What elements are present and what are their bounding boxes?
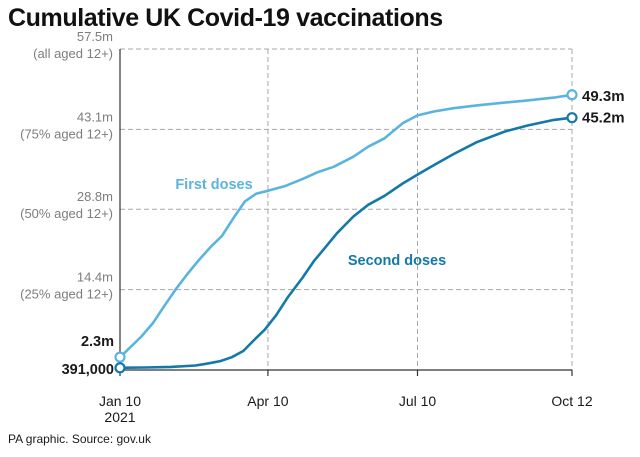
series-end-marker bbox=[566, 112, 578, 124]
x-tick-label: Oct 12 bbox=[551, 393, 592, 409]
series-start-marker bbox=[114, 362, 126, 374]
y-tick-sublabel: (50% aged 12+) bbox=[20, 206, 113, 221]
series-name-label: Second doses bbox=[348, 253, 446, 269]
series-start-label: 2.3m bbox=[81, 334, 114, 350]
x-tick-sublabel: 2021 bbox=[104, 409, 135, 425]
series-name-label: First doses bbox=[175, 177, 252, 193]
y-tick-sublabel: (all aged 12+) bbox=[33, 46, 113, 61]
y-tick-label: 43.1m bbox=[77, 109, 113, 124]
chart-title: Cumulative UK Covid-19 vaccinations bbox=[8, 4, 443, 32]
series-end-label: 45.2m bbox=[582, 110, 625, 127]
x-tick-label: Apr 10 bbox=[247, 393, 288, 409]
series-start-label: 391,000 bbox=[62, 362, 114, 378]
series-end-marker bbox=[566, 89, 578, 101]
series-end-label: 49.3m bbox=[582, 88, 625, 105]
x-tick-label: Jan 10 bbox=[99, 393, 141, 409]
series-line-first-doses bbox=[118, 93, 574, 359]
x-tick-label: Jul 10 bbox=[399, 393, 437, 409]
y-tick-label: 14.4m bbox=[77, 270, 113, 285]
y-tick-label: 57.5m bbox=[77, 29, 113, 44]
source-note: PA graphic. Source: gov.uk bbox=[8, 432, 151, 446]
series-start-marker bbox=[114, 351, 126, 363]
y-tick-label: 28.8m bbox=[77, 189, 113, 204]
y-tick-sublabel: (25% aged 12+) bbox=[20, 287, 113, 302]
y-tick-sublabel: (75% aged 12+) bbox=[20, 126, 113, 141]
series-line-second-doses bbox=[118, 116, 574, 370]
